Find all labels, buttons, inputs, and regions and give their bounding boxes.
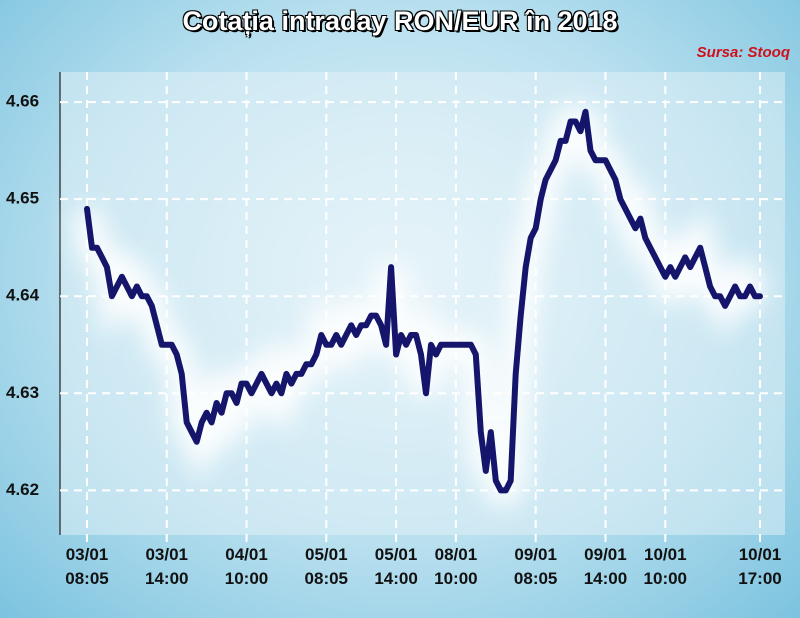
y-tick-label: 4.63 (6, 383, 39, 402)
x-tick-label: 10/01 10:00 (643, 545, 688, 588)
y-tick-label: 4.66 (6, 92, 39, 111)
x-tick-label: 10/01 17:00 (738, 545, 782, 588)
x-tick-label: 04/01 10:00 (224, 545, 269, 588)
x-tick-label: 08/01 10:00 (434, 545, 478, 588)
x-tick-label: 05/01 14:00 (374, 545, 418, 588)
x-tick-label: 05/01 08:05 (304, 545, 349, 588)
y-tick-label: 4.65 (6, 189, 39, 208)
y-tick-label: 4.62 (6, 480, 39, 499)
y-tick-label: 4.64 (6, 286, 40, 305)
x-tick-label: 03/01 14:00 (145, 545, 189, 588)
chart-title: Cotația intraday RON/EUR în 2018 (182, 6, 618, 36)
line (84, 108, 763, 494)
x-tick-label: 03/01 08:05 (65, 545, 109, 588)
x-tick-label: 09/01 14:00 (583, 545, 628, 588)
source: Sursa: Stooq (696, 44, 790, 61)
x-tick-label: 09/01 08:05 (513, 545, 558, 588)
